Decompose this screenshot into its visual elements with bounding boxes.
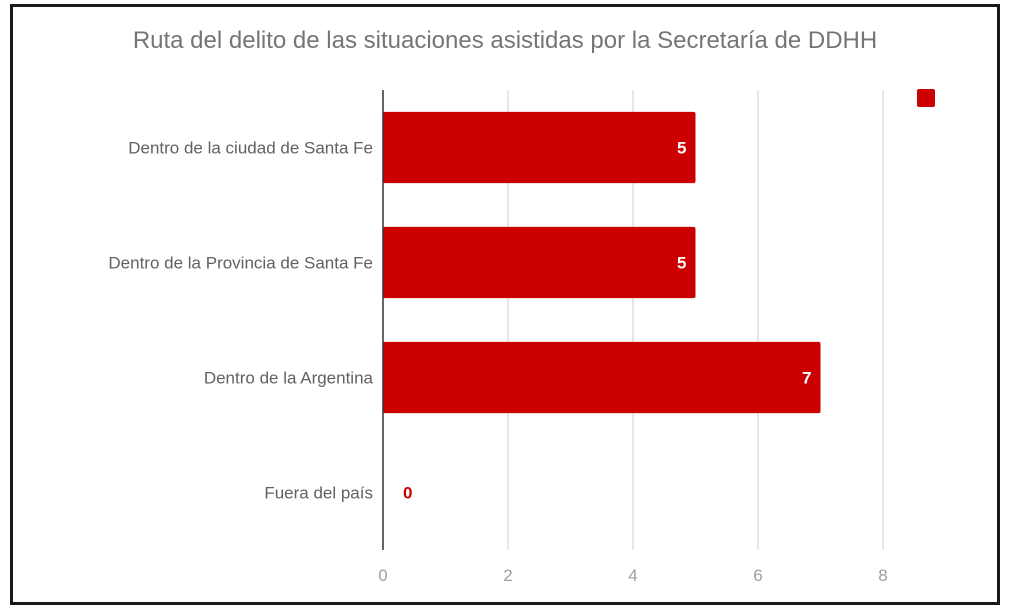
bar xyxy=(383,341,821,414)
category-label: Dentro de la Provincia de Santa Fe xyxy=(108,254,373,273)
x-tick-label: 6 xyxy=(753,566,762,585)
data-label: 0 xyxy=(403,484,412,503)
x-tick-label: 2 xyxy=(503,566,512,585)
x-tick-label: 0 xyxy=(378,566,387,585)
data-label: 5 xyxy=(677,254,686,273)
data-label: 5 xyxy=(677,139,686,158)
chart-frame: Ruta del delito de las situaciones asist… xyxy=(10,4,1000,605)
bar xyxy=(383,111,696,184)
chart-title: Ruta del delito de las situaciones asist… xyxy=(132,27,878,54)
bar xyxy=(383,226,696,299)
x-tick-label: 4 xyxy=(628,566,637,585)
category-label: Dentro de la Argentina xyxy=(204,369,374,388)
legend-swatch xyxy=(917,89,935,107)
data-label: 7 xyxy=(802,369,811,388)
category-label: Dentro de la ciudad de Santa Fe xyxy=(128,139,373,158)
category-label: Fuera del país xyxy=(264,484,373,503)
x-tick-label: 8 xyxy=(878,566,887,585)
